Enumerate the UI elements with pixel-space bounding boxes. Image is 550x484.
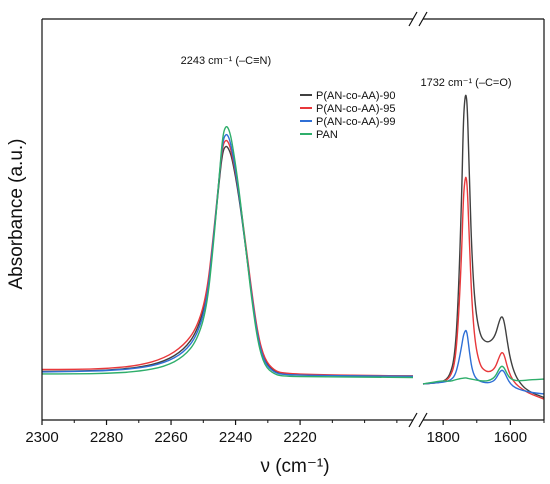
break-slash: [408, 11, 418, 27]
x-tick-label: 1600: [494, 429, 527, 446]
x-axis-title: ν (cm⁻¹): [260, 456, 329, 477]
legend: P(AN-co-AA)-90 P(AN-co-AA)-95 P(AN-co-AA…: [300, 90, 395, 141]
legend-label: P(AN-co-AA)-90: [316, 90, 395, 102]
x-tick-label: 2240: [219, 429, 252, 446]
axis-break-top: [408, 11, 428, 27]
legend-item: P(AN-co-AA)-95: [300, 103, 395, 115]
y-axis-title: Absorbance (a.u.): [6, 138, 27, 289]
break-slash: [408, 412, 418, 428]
legend-item: P(AN-co-AA)-90: [300, 90, 395, 102]
legend-item: P(AN-co-AA)-99: [300, 116, 395, 128]
x-tick-label: 1800: [426, 429, 459, 446]
series-line: [41, 145, 413, 377]
axis-break-bottom: [408, 412, 428, 428]
break-slash: [418, 11, 428, 27]
x-tick-label: 2260: [154, 429, 187, 446]
series-line: [42, 139, 414, 377]
legend-label: P(AN-co-AA)-95: [316, 103, 395, 115]
x-tick-label: 2280: [90, 429, 123, 446]
series-line: [422, 94, 545, 399]
series-2: [42, 139, 545, 400]
legend-label: PAN: [316, 129, 338, 141]
series-line: [422, 176, 545, 400]
x-tick-label: 2220: [283, 429, 316, 446]
axes-layer: 2300 2280 2260 2240 2220 1800 1600: [25, 11, 545, 446]
x-tick-label: 2300: [25, 429, 58, 446]
break-slash: [418, 412, 428, 428]
series-4: [41, 126, 545, 385]
annotation-cn: 2243 cm⁻¹ (–C≡N): [181, 55, 271, 67]
legend-item: PAN: [300, 129, 338, 141]
legend-label: P(AN-co-AA)-99: [316, 116, 395, 128]
series-line: [422, 365, 545, 385]
series-layer: [41, 94, 545, 400]
series-line: [41, 126, 414, 379]
series-line: [41, 133, 414, 377]
annotation-co: 1732 cm⁻¹ (–C=O): [420, 77, 511, 89]
series-1: [41, 94, 545, 399]
